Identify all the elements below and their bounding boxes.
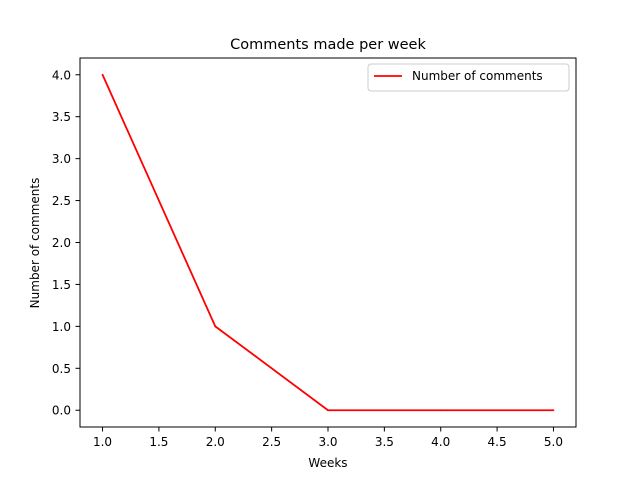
y-tick-label: 0.5 (52, 362, 71, 376)
data-point (101, 73, 104, 76)
x-axis-ticks: 1.0 1.5 2.0 2.5 3.0 3.5 4.0 4.5 5.0 (93, 427, 563, 449)
chart-title: Comments made per week (230, 37, 426, 53)
legend-box (367, 63, 570, 92)
y-axis-ticks: 0.0 0.5 1.0 1.5 2.0 2.5 3.0 3.5 4.0 (52, 68, 80, 418)
x-axis-label: Weeks (308, 456, 347, 470)
y-tick-label: 2.0 (52, 236, 71, 250)
x-tick-label: 1.5 (149, 435, 168, 449)
data-point (327, 409, 329, 412)
legend: Number of comments (367, 63, 570, 92)
x-tick-label: 4.5 (488, 435, 507, 449)
data-point (552, 409, 555, 412)
y-axis-label: Number of comments (28, 178, 42, 309)
plot-frame (79, 57, 577, 428)
x-tick-label: 5.0 (544, 435, 563, 449)
y-tick-label: 2.5 (52, 194, 71, 208)
x-tick-label: 3.0 (318, 435, 337, 449)
x-tick-label: 2.0 (206, 435, 225, 449)
data-point (214, 325, 217, 328)
y-tick-label: 3.0 (52, 152, 71, 166)
y-tick-label: 1.5 (52, 278, 71, 292)
y-tick-label: 1.0 (52, 320, 71, 334)
y-tick-label: 0.0 (52, 404, 71, 418)
x-tick-label: 2.5 (262, 435, 281, 449)
y-tick-label: 4.0 (52, 68, 71, 82)
data-point (439, 409, 442, 412)
series-layer (101, 73, 555, 412)
x-tick-label: 3.5 (375, 435, 394, 449)
legend-entry-label: Number of comments (412, 69, 543, 83)
y-tick-label: 3.5 (52, 110, 71, 124)
x-tick-label: 4.0 (431, 435, 450, 449)
x-tick-label: 1.0 (93, 435, 112, 449)
